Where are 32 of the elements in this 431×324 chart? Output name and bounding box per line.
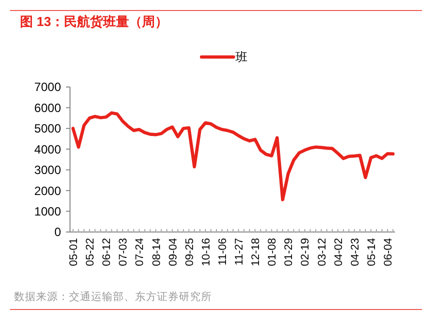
x-tick-label: 07-03 — [118, 238, 130, 266]
x-tick-label: 11-06 — [216, 238, 229, 266]
x-tick-label: 10-16 — [200, 238, 212, 266]
x-tick-label: 04-02 — [332, 238, 345, 266]
x-tick-label: 09-04 — [167, 238, 180, 266]
chart-title: 图 13：民航货班量（周） — [20, 14, 168, 29]
x-tick-label: 05-22 — [84, 238, 97, 266]
x-tick-label: 05-01 — [68, 238, 80, 266]
y-tick-label: 2000 — [34, 184, 62, 198]
x-tick-label: 01-08 — [266, 238, 279, 266]
x-tick-label: 08-14 — [150, 238, 163, 266]
x-tick-label: 06-12 — [101, 238, 114, 266]
x-tick-label: 05-14 — [366, 238, 378, 266]
y-tick-label: 3000 — [34, 163, 62, 178]
x-tick-label: 06-04 — [382, 238, 394, 266]
x-tick-label: 02-19 — [300, 238, 312, 266]
y-tick-label: 4000 — [34, 142, 62, 156]
x-tick-label: 12-18 — [250, 238, 262, 266]
y-tick-label: 0 — [54, 225, 62, 240]
x-tick-label: 11-27 — [234, 238, 246, 266]
legend-label: 班 — [236, 50, 248, 64]
x-tick-label: 07-24 — [134, 238, 146, 266]
y-tick-label: 7000 — [34, 80, 62, 94]
x-tick-label: 09-25 — [184, 238, 196, 266]
y-tick-label: 5000 — [34, 122, 62, 136]
source-note: 数据来源：交通运输部、东方证券研究所 — [14, 290, 212, 303]
y-tick-label: 6000 — [34, 100, 62, 115]
y-tick-label: 1000 — [34, 204, 62, 218]
x-tick-label: 04-23 — [349, 238, 362, 266]
x-tick-label: 01-29 — [283, 238, 296, 266]
line-series — [71, 111, 395, 202]
x-tick-label: 03-12 — [316, 238, 328, 266]
